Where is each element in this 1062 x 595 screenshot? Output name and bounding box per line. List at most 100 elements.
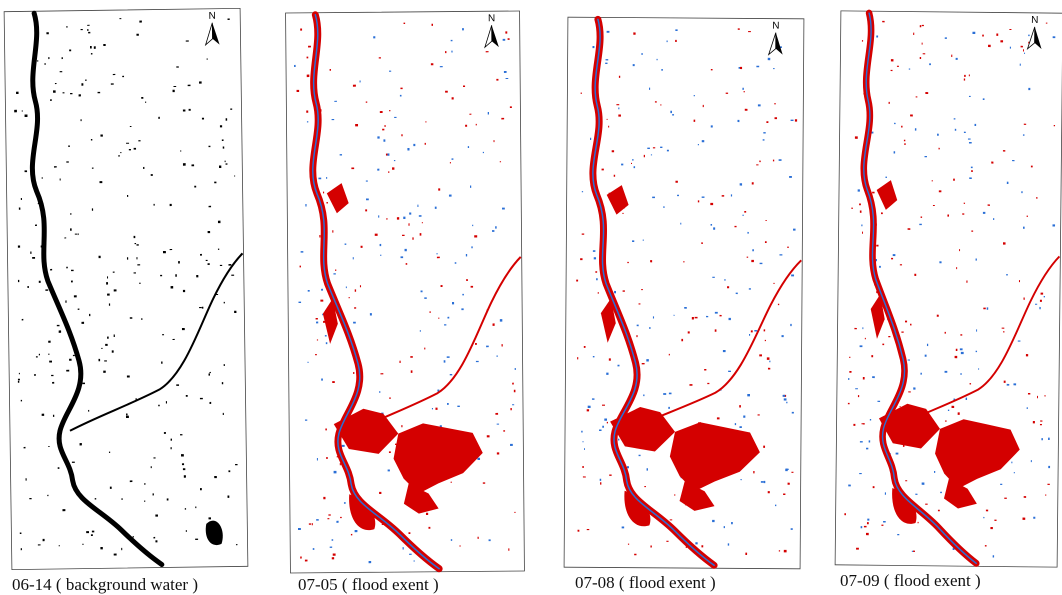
water-speck: [431, 63, 433, 65]
water-speck: [332, 539, 334, 541]
water-speck: [320, 300, 323, 302]
water-speck: [120, 152, 121, 153]
map-panel: N: [4, 8, 248, 569]
water-speck: [21, 400, 22, 402]
water-speck: [445, 51, 446, 53]
water-speck: [983, 517, 984, 518]
water-speck: [1023, 227, 1025, 229]
water-speck: [99, 181, 102, 183]
water-speck: [503, 430, 505, 431]
water-speck: [667, 150, 669, 152]
water-speck: [986, 510, 988, 512]
water-speck: [51, 375, 53, 376]
water-speck: [135, 243, 137, 244]
water-speck: [451, 51, 452, 53]
water-speck: [891, 70, 893, 71]
water-speck: [877, 401, 880, 402]
water-speck: [669, 354, 670, 355]
water-speck: [69, 359, 72, 361]
water-speck: [920, 25, 922, 27]
water-speck: [913, 33, 914, 35]
water-speck: [234, 175, 235, 176]
water-speck: [752, 249, 754, 251]
water-speck: [183, 468, 185, 470]
water-speck: [234, 311, 236, 313]
water-speck: [447, 317, 449, 319]
water-speck: [497, 452, 499, 454]
water-speck: [991, 162, 993, 164]
water-speck: [494, 140, 495, 142]
water-speck: [91, 534, 93, 536]
water-speck: [1045, 495, 1046, 496]
water-speck: [218, 249, 219, 250]
water-speck: [910, 114, 913, 116]
water-speck: [474, 235, 477, 237]
water-speck: [512, 404, 514, 405]
water-speck: [42, 177, 43, 178]
water-speck: [853, 424, 855, 426]
water-speck: [505, 31, 507, 33]
water-speck: [27, 286, 29, 288]
water-speck: [235, 464, 238, 465]
water-speck: [502, 208, 505, 210]
water-speck: [305, 420, 307, 421]
water-speck: [401, 425, 402, 427]
water-speck: [449, 195, 452, 197]
water-speck: [209, 402, 211, 404]
water-speck: [202, 307, 204, 309]
water-speck: [19, 207, 21, 209]
water-speck: [430, 311, 431, 313]
water-speck: [637, 325, 639, 327]
water-speck: [1000, 40, 1003, 42]
water-speck: [170, 249, 173, 250]
water-speck: [130, 126, 132, 127]
water-speck: [956, 349, 958, 351]
water-speck: [715, 312, 718, 314]
water-speck: [236, 544, 238, 545]
water-speck: [475, 343, 477, 345]
water-speck: [208, 231, 211, 233]
water-speck: [107, 276, 108, 278]
water-speck: [502, 344, 503, 346]
water-speck: [432, 24, 434, 26]
water-speck: [62, 57, 63, 59]
water-speck: [869, 440, 871, 442]
water-speck: [186, 40, 189, 41]
water-speck: [127, 375, 130, 377]
water-speck: [151, 466, 152, 468]
water-speck: [666, 541, 668, 542]
water-speck: [402, 235, 405, 236]
water-speck: [450, 162, 451, 163]
water-speck: [688, 331, 690, 333]
water-speck: [982, 35, 984, 37]
water-speck: [713, 227, 715, 229]
water-speck: [948, 410, 949, 411]
water-speck: [136, 34, 138, 36]
water-speck: [698, 144, 699, 145]
water-speck: [451, 40, 453, 41]
water-speck: [747, 394, 750, 396]
water-speck: [959, 249, 960, 251]
water-speck: [779, 254, 782, 255]
water-speck: [784, 550, 787, 552]
water-speck: [876, 35, 878, 37]
water-speck: [461, 308, 463, 310]
water-speck: [651, 154, 652, 155]
water-speck: [971, 230, 973, 231]
water-speck: [79, 94, 81, 96]
panel-caption: 06-14 ( background water ): [12, 575, 198, 594]
water-speck: [486, 51, 489, 52]
water-speck: [219, 165, 221, 168]
water-speck: [409, 554, 412, 555]
water-speck: [1000, 484, 1002, 485]
water-speck: [773, 283, 774, 284]
water-speck: [333, 273, 335, 274]
water-speck: [945, 37, 947, 39]
water-speck: [75, 234, 77, 235]
water-speck: [42, 414, 45, 416]
water-speck: [910, 324, 911, 326]
water-speck: [593, 356, 595, 357]
water-speck: [922, 25, 924, 26]
water-speck: [1018, 340, 1021, 341]
water-speck: [180, 151, 181, 152]
